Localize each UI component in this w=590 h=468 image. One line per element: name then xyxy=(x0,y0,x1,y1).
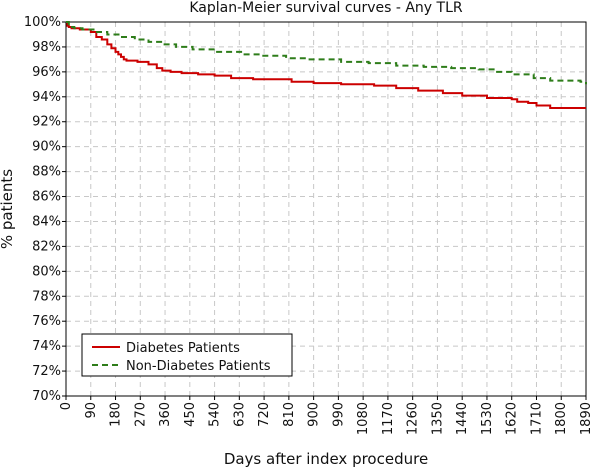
y-tick-label: 74% xyxy=(32,339,61,354)
x-axis-ticks: 0 90 180 270 360 450 540 630 720 810 900 990 1080 117… xyxy=(59,396,590,435)
x-tick-label: 1890 xyxy=(579,402,590,435)
x-tick-label: 1260 xyxy=(406,402,421,435)
x-tick-label: 450 xyxy=(183,402,198,427)
y-tick-label: 86% xyxy=(32,190,61,205)
y-axis-ticks: 70% 72% 74% 76% 78% 80% 82% 84% 86% 88% 90% 92% 94% 9… xyxy=(24,15,66,404)
x-tick-label: 360 xyxy=(158,402,173,427)
x-tick-label: 90 xyxy=(84,402,99,419)
x-tick-label: 0 xyxy=(59,402,74,410)
y-tick-label: 72% xyxy=(32,364,61,379)
legend-box xyxy=(81,333,293,377)
x-tick-label: 720 xyxy=(257,402,272,427)
x-tick-label: 990 xyxy=(331,402,346,427)
y-tick-label: 88% xyxy=(32,165,61,180)
y-tick-label: 98% xyxy=(32,40,61,55)
x-tick-label: 1170 xyxy=(381,402,396,435)
y-tick-label: 82% xyxy=(32,239,61,254)
x-tick-label: 540 xyxy=(208,402,223,427)
y-tick-label: 96% xyxy=(32,65,61,80)
x-tick-label: 1620 xyxy=(505,402,520,435)
series-line-diabetes xyxy=(66,21,586,109)
y-tick-label: 70% xyxy=(32,389,61,404)
y-tick-label: 78% xyxy=(32,289,61,304)
x-tick-label: 900 xyxy=(307,402,322,427)
series-line-non-diabetes xyxy=(66,21,587,85)
y-tick-label: 84% xyxy=(32,214,61,229)
x-axis-title: Days after index procedure xyxy=(224,450,428,468)
x-tick-label: 810 xyxy=(282,402,297,427)
x-tick-label: 180 xyxy=(109,402,124,427)
legend-label-diabetes: Diabetes Patients xyxy=(126,341,240,356)
y-tick-label: 94% xyxy=(32,90,61,105)
chart-title: Kaplan-Meier survival curves - Any TLR xyxy=(189,0,463,16)
x-tick-label: 1710 xyxy=(529,402,544,435)
x-tick-label: 1800 xyxy=(554,402,569,435)
x-tick-label: 1350 xyxy=(430,402,445,435)
y-tick-label: 92% xyxy=(32,115,61,130)
plot-frame xyxy=(65,21,587,397)
x-tick-label: 1080 xyxy=(356,402,371,435)
x-tick-label: 270 xyxy=(133,402,148,427)
x-tick-label: 1440 xyxy=(455,402,470,435)
y-tick-label: 76% xyxy=(32,314,61,329)
y-tick-label: 90% xyxy=(32,140,61,155)
x-tick-label: 1530 xyxy=(480,402,495,435)
x-tick-label: 630 xyxy=(232,402,247,427)
legend-label-non-diabetes: Non-Diabetes Patients xyxy=(126,359,271,374)
series-lines xyxy=(66,21,587,109)
y-tick-label: 80% xyxy=(32,264,61,279)
y-axis-title: % patients xyxy=(0,169,16,249)
legend: Diabetes Patients Non-Diabetes Patients xyxy=(81,333,293,377)
y-tick-label: 100% xyxy=(24,15,61,30)
